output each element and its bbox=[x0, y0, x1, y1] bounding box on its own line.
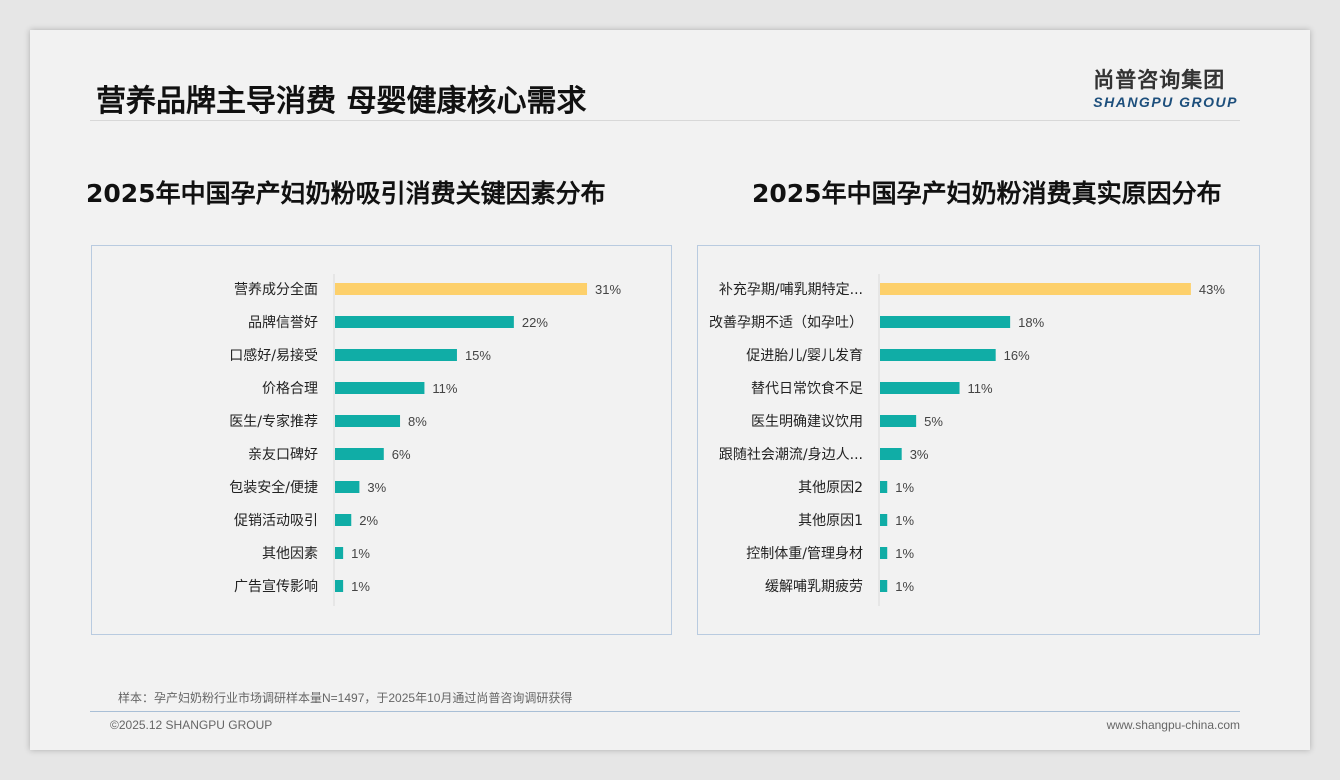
value-label: 3% bbox=[367, 480, 386, 495]
page-title: 营养品牌主导消费 母婴健康核心需求 bbox=[96, 84, 587, 119]
value-label: 22% bbox=[522, 315, 548, 330]
category-label: 亲友口碑好 bbox=[248, 447, 318, 463]
category-label: 缓解哺乳期疲劳 bbox=[765, 578, 863, 595]
value-label: 16% bbox=[1004, 348, 1030, 363]
bar bbox=[335, 382, 425, 394]
copyright: ©2025.12 SHANGPU GROUP bbox=[110, 718, 273, 732]
category-label: 品牌信誉好 bbox=[248, 314, 318, 331]
bar bbox=[880, 514, 888, 526]
bar bbox=[880, 580, 888, 592]
bar bbox=[335, 283, 588, 295]
bar bbox=[335, 448, 384, 460]
category-label: 价格合理 bbox=[262, 381, 318, 397]
value-label: 8% bbox=[408, 414, 427, 429]
bar bbox=[880, 448, 902, 460]
logo-cn: 尚普咨询集团 bbox=[1093, 68, 1226, 92]
bar bbox=[335, 349, 457, 361]
category-label: 其他原因1 bbox=[798, 513, 863, 529]
category-label: 包装安全/便捷 bbox=[229, 479, 318, 496]
value-label: 1% bbox=[895, 546, 914, 561]
value-label: 1% bbox=[351, 546, 370, 561]
chart-left-svg: 营养成分全面 31% 品牌信誉好 22% 口感好/易接受 15% 价格合理 11% 医生/专家推… bbox=[229, 274, 621, 606]
bar bbox=[335, 481, 360, 493]
slide: 营养品牌主导消费 母婴健康核心需求 尚普咨询集团 SHANGPU GROUP 2… bbox=[30, 30, 1310, 750]
bar bbox=[335, 547, 344, 559]
chart-title-left: 2025年中国孕产妇奶粉吸引消费关键因素分布 bbox=[86, 179, 606, 208]
value-label: 6% bbox=[392, 447, 411, 462]
category-label: 医生明确建议饮用 bbox=[751, 414, 863, 430]
footer-divider bbox=[90, 711, 1240, 712]
value-label: 1% bbox=[351, 579, 370, 594]
bar bbox=[880, 349, 996, 361]
category-label: 替代日常饮食不足 bbox=[751, 380, 863, 397]
bar bbox=[335, 316, 514, 328]
category-label: 广告宣传影响 bbox=[234, 579, 318, 595]
category-label: 其他原因2 bbox=[798, 480, 863, 496]
category-label: 跟随社会潮流/身边人... bbox=[719, 447, 863, 463]
value-label: 1% bbox=[895, 513, 914, 528]
chart-left: 营养成分全面 31% 品牌信誉好 22% 口感好/易接受 15% 价格合理 11% 医生/专家推… bbox=[91, 245, 672, 635]
category-label: 口感好/易接受 bbox=[229, 347, 318, 364]
bar bbox=[880, 547, 888, 559]
bar bbox=[880, 382, 960, 394]
logo-en: SHANGPU GROUP bbox=[1093, 94, 1238, 110]
website: www.shangpu-china.com bbox=[1106, 718, 1240, 732]
bar bbox=[880, 415, 917, 427]
value-label: 11% bbox=[432, 381, 457, 396]
bar bbox=[335, 514, 352, 526]
value-label: 2% bbox=[359, 513, 378, 528]
value-label: 1% bbox=[895, 579, 914, 594]
category-label: 控制体重/管理身材 bbox=[746, 546, 863, 562]
divider bbox=[90, 120, 1240, 121]
chart-right: 补充孕期/哺乳期特定... 43% 改善孕期不适（如孕吐） 18% 促进胎儿/婴儿发育 1… bbox=[697, 245, 1260, 635]
bar bbox=[880, 283, 1191, 295]
bar bbox=[335, 580, 344, 592]
category-label: 营养成分全面 bbox=[234, 281, 318, 298]
value-label: 31% bbox=[595, 282, 621, 297]
category-label: 促销活动吸引 bbox=[234, 513, 318, 529]
category-label: 其他因素 bbox=[262, 546, 318, 562]
category-label: 补充孕期/哺乳期特定... bbox=[719, 282, 863, 298]
value-label: 1% bbox=[895, 480, 914, 495]
sample-note: 样本：孕产妇奶粉行业市场调研样本量N=1497，于2025年10月通过尚普咨询调… bbox=[118, 691, 573, 705]
chart-title-right: 2025年中国孕产妇奶粉消费真实原因分布 bbox=[752, 179, 1222, 208]
value-label: 43% bbox=[1199, 282, 1225, 297]
bar bbox=[880, 316, 1011, 328]
category-label: 改善孕期不适（如孕吐） bbox=[709, 315, 863, 331]
value-label: 3% bbox=[910, 447, 929, 462]
value-label: 11% bbox=[968, 381, 993, 396]
bar bbox=[880, 481, 888, 493]
category-label: 促进胎儿/婴儿发育 bbox=[746, 348, 863, 364]
value-label: 5% bbox=[924, 414, 943, 429]
logo: 尚普咨询集团 SHANGPU GROUP bbox=[1093, 64, 1238, 110]
value-label: 15% bbox=[465, 348, 491, 363]
category-label: 医生/专家推荐 bbox=[229, 413, 318, 430]
bar bbox=[335, 415, 401, 427]
value-label: 18% bbox=[1018, 315, 1044, 330]
chart-right-svg: 补充孕期/哺乳期特定... 43% 改善孕期不适（如孕吐） 18% 促进胎儿/婴儿发育 1… bbox=[709, 274, 1225, 606]
